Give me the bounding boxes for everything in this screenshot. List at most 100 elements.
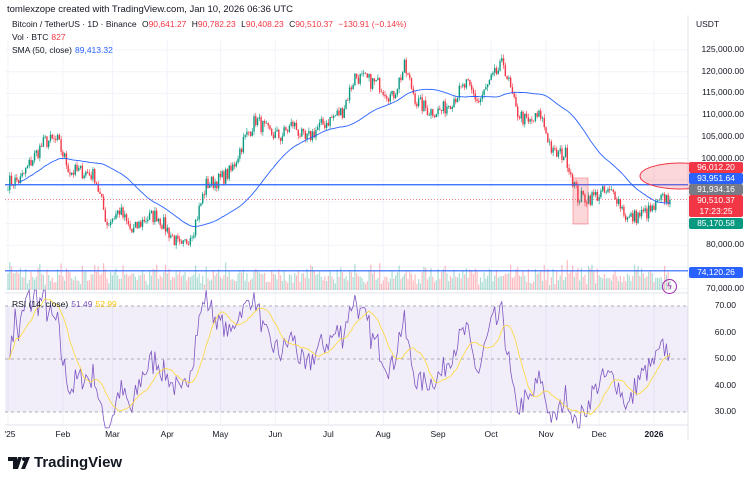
volume-bar [660, 277, 662, 290]
currency-label[interactable]: USDT [696, 19, 720, 29]
volume-bar [28, 279, 30, 290]
volume-bar [212, 270, 214, 290]
candle-body [180, 241, 183, 244]
candle-body [669, 199, 671, 205]
volume-bar [104, 269, 106, 290]
candle-body [467, 79, 469, 81]
volume-bar [125, 273, 128, 290]
candle-body [294, 122, 296, 127]
volume-bar [407, 279, 409, 290]
candle-body [171, 235, 174, 237]
candle-body [97, 184, 99, 192]
candle-body [419, 97, 422, 99]
candle-body [260, 117, 262, 133]
volume-bar [320, 276, 322, 290]
volume-bar [593, 271, 595, 290]
candle-body [26, 165, 29, 169]
candle-body [534, 113, 537, 121]
volume-bar [458, 273, 460, 290]
volume-label[interactable]: Vol · BTC [12, 32, 49, 42]
candle-body [78, 168, 80, 171]
volume-bar [324, 276, 326, 290]
volume-bar [610, 280, 613, 290]
volume-bar [308, 278, 310, 290]
candle-body [134, 221, 137, 228]
volume-bar [456, 277, 459, 290]
volume-bar [651, 272, 653, 290]
candle-body [545, 127, 547, 134]
volume-bar [520, 276, 522, 290]
candle-body [400, 77, 402, 80]
volume-bar [322, 280, 324, 290]
candle-body [522, 111, 524, 125]
volume-bar [476, 271, 478, 290]
candle-body [609, 189, 611, 191]
price-axis-label: 115,000.00 [702, 87, 744, 98]
volume-bar [329, 270, 331, 290]
candle-body [471, 85, 473, 90]
candle-body [554, 148, 556, 150]
candle-body [465, 79, 468, 88]
candle-body [205, 178, 207, 195]
candle-body [299, 135, 301, 137]
candle-body [92, 169, 94, 180]
candle-body [378, 78, 381, 92]
tradingview-logo[interactable]: TradingView [8, 454, 122, 471]
volume-bar [343, 278, 345, 290]
candle-body [424, 100, 427, 109]
candle-body [237, 158, 239, 163]
candle-body [547, 133, 549, 143]
volume-bar [352, 277, 354, 290]
volume-bar [239, 270, 241, 290]
volume-bar [462, 271, 464, 290]
volume-bar [494, 275, 496, 290]
candle-body [76, 164, 78, 171]
volume-bar [395, 275, 397, 290]
price-axis-label: 70,000.00 [706, 282, 744, 293]
volume-bar [529, 282, 531, 290]
brand-name: TradingView [34, 454, 123, 471]
volume-bar [76, 280, 78, 290]
volume-bar [265, 282, 267, 290]
candle-body [439, 108, 441, 110]
candle-body [626, 217, 629, 220]
volume-bar [506, 274, 508, 290]
rsi-label[interactable]: RSI (14, close) [12, 299, 69, 309]
volume-bar [159, 275, 161, 290]
candle-body [458, 85, 461, 99]
candle-body [499, 61, 501, 71]
volume-bar [276, 279, 278, 290]
volume-bar [187, 276, 190, 290]
candle-body [313, 131, 315, 138]
volume-bar [279, 275, 282, 290]
rsi-axis-label: 30.00 [714, 406, 736, 416]
volume-bar [580, 267, 583, 290]
volume-bar [35, 276, 37, 290]
volume-bar [264, 272, 266, 290]
candle-body [55, 138, 57, 140]
lightning-icon[interactable]: ϟ [662, 279, 677, 294]
volume-bar [23, 277, 25, 290]
low-label: L [241, 19, 246, 29]
volume-bar [485, 278, 487, 290]
volume-bar [618, 280, 620, 290]
volume-bar [386, 277, 388, 290]
candle-body [366, 73, 368, 78]
candle-body [605, 191, 607, 193]
candle-body [325, 122, 328, 128]
volume-bar [233, 280, 236, 290]
volume-bar [416, 284, 418, 290]
candle-body [90, 175, 92, 180]
candle-body [555, 149, 558, 157]
symbol-title[interactable]: Bitcoin / TetherUS · 1D · Binance [12, 19, 137, 29]
volume-bar [625, 281, 627, 290]
price-tag-value: 74,120.26 [697, 267, 735, 277]
candle-body [269, 125, 271, 130]
candle-body [355, 73, 358, 78]
sma-label[interactable]: SMA (50, close) [12, 45, 72, 55]
volume-bar [267, 281, 269, 290]
candle-body [332, 116, 335, 118]
candle-body [348, 87, 351, 101]
volume-bar [64, 280, 66, 290]
